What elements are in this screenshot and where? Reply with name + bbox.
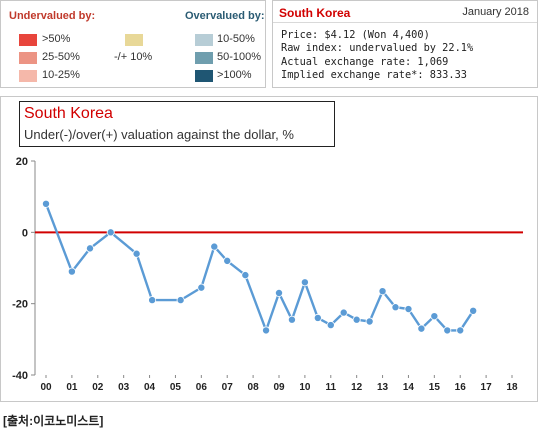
- legend-swatch-over-10-50: [195, 34, 213, 46]
- legend-label-under-25-50: 25-50%: [42, 51, 80, 63]
- x-tick-label: 14: [403, 382, 415, 393]
- data-point: [223, 256, 232, 265]
- legend-label-neutral: -/+ 10%: [114, 51, 153, 63]
- data-point: [391, 303, 400, 312]
- legend-label-over-10-50: 10-50%: [217, 33, 255, 45]
- info-actual-rate: Actual exchange rate: 1,069: [281, 55, 449, 68]
- info-date: January 2018: [462, 6, 529, 18]
- x-tick-label: 17: [481, 382, 493, 393]
- x-tick-label: 10: [299, 382, 311, 393]
- x-tick-label: 16: [455, 382, 467, 393]
- legend-swatch-neutral: [125, 34, 143, 46]
- data-point: [274, 288, 283, 297]
- data-point: [148, 296, 157, 305]
- data-point: [430, 312, 439, 321]
- data-point: [404, 305, 413, 314]
- undervalued-heading: Undervalued by:: [9, 10, 96, 22]
- data-point: [378, 287, 387, 296]
- y-tick-label: -20: [12, 299, 28, 311]
- data-point: [262, 326, 271, 335]
- x-tick-label: 04: [144, 382, 156, 393]
- data-point: [86, 244, 95, 253]
- line-chart: 20 0 -20 -40 00 01 02 03 04 05 06 07 08 09 10 11 12 13 14 1…: [12, 156, 523, 393]
- series-line: [44, 203, 475, 332]
- y-tick-label: 0: [22, 227, 28, 239]
- data-point: [210, 242, 219, 251]
- legend-label-under-10-25: 10-25%: [42, 69, 80, 81]
- data-point: [417, 324, 426, 333]
- data-point: [176, 296, 185, 305]
- x-tick-label: 15: [429, 382, 441, 393]
- legend-label-over-50-100: 50-100%: [217, 51, 262, 63]
- legend-swatch-under-10-25: [19, 70, 37, 82]
- x-tick-label: 06: [196, 382, 208, 393]
- data-point: [443, 326, 452, 335]
- info-header: South Korea January 2018: [273, 1, 537, 23]
- data-point: [300, 278, 309, 287]
- x-tick-label: 08: [248, 382, 260, 393]
- data-point: [326, 321, 335, 330]
- x-tick-label: 07: [222, 382, 234, 393]
- legend-swatch-under-50: [19, 34, 37, 46]
- legend-label-under-50: >50%: [42, 33, 71, 45]
- source-note: [출처:이코노미스트]: [3, 414, 104, 428]
- info-country: South Korea: [279, 6, 351, 20]
- data-point: [197, 283, 206, 292]
- data-point: [287, 315, 296, 324]
- info-details: Price: $4.12 (Won 4,400) Raw index: unde…: [281, 29, 473, 83]
- y-tick-label: -40: [12, 370, 28, 382]
- data-point: [132, 249, 141, 258]
- chart-subtitle: Under(-)/over(+) valuation against the d…: [24, 127, 294, 142]
- x-tick-label: 01: [66, 382, 78, 393]
- data-point: [67, 267, 76, 276]
- data-point: [313, 313, 322, 322]
- x-tick-label: 03: [118, 382, 130, 393]
- data-point: [241, 271, 250, 280]
- legend-swatch-under-25-50: [19, 52, 37, 64]
- chart-title: South Korea: [24, 105, 113, 122]
- data-point: [42, 199, 51, 208]
- legend-swatch-over-100: [195, 70, 213, 82]
- data-point: [352, 315, 361, 324]
- legend-panel: Undervalued by: Overvalued by: >50% 25-5…: [0, 0, 266, 88]
- data-point: [469, 306, 478, 315]
- chart-title-box: South Korea Under(-)/over(+) valuation a…: [19, 101, 335, 147]
- x-tick-label: 09: [273, 382, 285, 393]
- overvalued-heading: Overvalued by:: [185, 10, 265, 22]
- x-tick-label: 05: [170, 382, 182, 393]
- x-tick-label: 02: [92, 382, 104, 393]
- data-point: [365, 317, 374, 326]
- x-tick-label: 13: [377, 382, 389, 393]
- legend-label-over-100: >100%: [217, 69, 252, 81]
- x-tick-label: 11: [325, 382, 336, 393]
- data-point: [106, 228, 115, 237]
- data-point: [456, 326, 465, 335]
- x-tick-label: 00: [40, 382, 52, 393]
- x-tick-label: 12: [351, 382, 363, 393]
- chart-panel: 20 0 -20 -40 00 01 02 03 04 05 06 07 08 09 10 11 12 13 14 1…: [0, 96, 538, 402]
- legend-swatch-over-50-100: [195, 52, 213, 64]
- y-tick-label: 20: [16, 156, 28, 168]
- data-point: [339, 308, 348, 317]
- info-implied-rate: Implied exchange rate*: 833.33: [281, 69, 467, 82]
- info-raw-index: Raw index: undervalued by 22.1%: [281, 42, 474, 55]
- x-tick-label: 18: [506, 382, 518, 393]
- info-panel: South Korea January 2018 Price: $4.12 (W…: [272, 0, 538, 88]
- info-price: Price: $4.12 (Won 4,400): [281, 29, 430, 41]
